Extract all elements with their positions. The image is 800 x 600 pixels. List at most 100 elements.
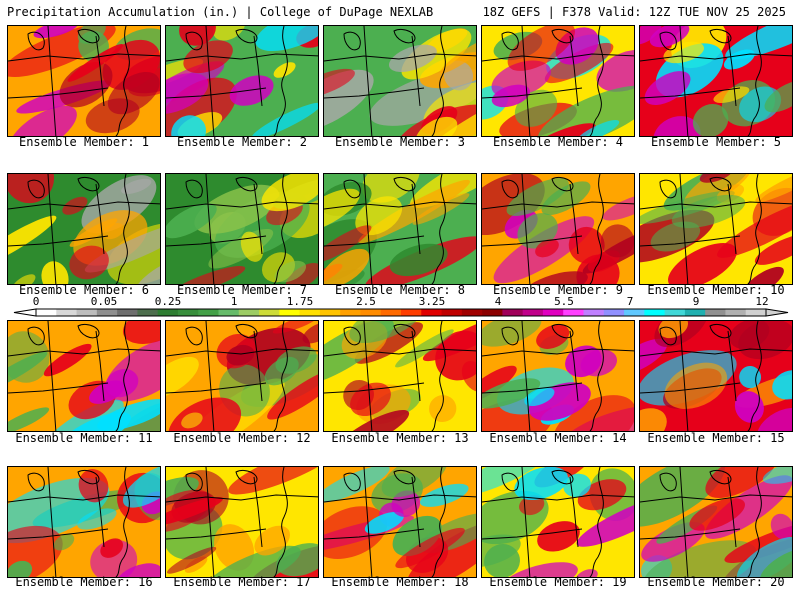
precip-contour — [274, 260, 307, 283]
map-border — [589, 174, 604, 284]
ensemble-member-map — [639, 173, 793, 285]
map-border — [47, 26, 57, 136]
map-border — [115, 321, 130, 431]
colorbar-tick-label: 0.25 — [154, 295, 182, 308]
map-border — [569, 476, 579, 548]
precip-contour — [395, 527, 465, 569]
precip-contour — [166, 497, 224, 527]
colorbar-swatch — [624, 309, 645, 316]
map-border — [47, 467, 57, 577]
map-border — [324, 201, 476, 210]
map-border — [482, 87, 583, 99]
precip-contour — [576, 120, 620, 136]
precip-contour — [500, 562, 578, 577]
ensemble-member-label: Ensemble Member: 16 — [15, 575, 153, 589]
map-border — [324, 87, 425, 99]
map-border — [8, 87, 109, 99]
colorbar-tick-label: 9 — [692, 295, 700, 308]
colorbar-swatch — [198, 309, 219, 316]
precip-contour — [756, 407, 792, 431]
precip-contour — [100, 538, 124, 558]
map-border — [185, 326, 203, 346]
precip-contour — [755, 174, 792, 203]
ensemble-member-label: Ensemble Member: 9 — [492, 283, 624, 297]
ensemble-member-label: Ensemble Member: 7 — [176, 283, 308, 297]
map-border — [482, 235, 583, 247]
map-border — [115, 26, 130, 136]
ensemble-member-map — [639, 466, 793, 578]
map-border — [659, 31, 677, 51]
map-border — [95, 476, 105, 548]
map-border — [8, 201, 160, 210]
precip-contour — [171, 115, 206, 136]
colorbar-swatch — [279, 309, 301, 316]
precip-contour — [166, 203, 217, 239]
precip-contour — [536, 324, 570, 349]
map-border — [551, 176, 574, 192]
map-border — [343, 326, 361, 346]
precip-contour — [194, 184, 280, 234]
map-border — [431, 174, 446, 284]
precip-contour — [737, 536, 792, 577]
map-border — [205, 467, 215, 577]
precip-contour — [69, 245, 109, 280]
ensemble-member-label: Ensemble Member: 5 — [650, 135, 782, 149]
precip-contour — [482, 321, 542, 347]
precip-contour — [53, 533, 75, 551]
map-border — [166, 528, 267, 540]
map-border — [569, 330, 579, 402]
map-border — [324, 53, 476, 62]
precip-contour — [524, 387, 555, 407]
map-border — [95, 35, 105, 107]
precip-contour — [717, 199, 792, 258]
ensemble-member-map — [165, 466, 319, 578]
colorbar-swatch — [137, 309, 159, 316]
precip-contour — [388, 44, 437, 72]
colorbar-swatch — [725, 309, 747, 316]
map-border — [709, 28, 732, 44]
precip-contour — [650, 221, 701, 252]
map-border — [185, 31, 203, 51]
precip-contour — [668, 242, 737, 284]
map-border — [709, 176, 732, 192]
map-border — [679, 174, 689, 284]
precip-contour — [764, 80, 792, 113]
map-border — [569, 183, 579, 255]
map-border — [521, 174, 531, 284]
map-border — [27, 472, 45, 492]
precip-contour — [742, 266, 784, 284]
map-border — [393, 323, 416, 339]
model-valid-time: 18Z GEFS | F378 Valid: 12Z TUE NOV 25 20… — [482, 5, 786, 19]
map-border — [95, 183, 105, 255]
colorbar-swatch — [401, 309, 422, 316]
map-border — [185, 472, 203, 492]
ensemble-member-map — [481, 173, 635, 285]
precip-contour — [8, 525, 63, 577]
colorbar-min-arrow — [13, 308, 37, 317]
precip-contour — [167, 546, 217, 574]
colorbar-swatch — [238, 309, 260, 316]
ensemble-member-map — [165, 320, 319, 432]
precip-contour — [596, 49, 634, 92]
precip-contour — [8, 560, 33, 577]
colorbar-swatch — [502, 309, 524, 316]
precip-contour — [663, 41, 705, 64]
map-border — [253, 183, 263, 255]
map-border — [77, 323, 100, 339]
map-border — [501, 31, 519, 51]
precip-contour — [113, 402, 160, 431]
precip-contour — [640, 26, 662, 45]
map-border — [324, 528, 425, 540]
precip-contour — [302, 322, 318, 344]
colorbar-swatch — [299, 309, 321, 316]
map-border — [363, 321, 373, 431]
map-border — [640, 528, 741, 540]
precip-contour — [122, 467, 160, 508]
colorbar-scale — [13, 308, 789, 317]
map-border — [482, 201, 634, 210]
map-border — [482, 348, 634, 357]
precip-contour — [324, 188, 360, 232]
ensemble-member-label: Ensemble Member: 14 — [489, 431, 627, 445]
map-border — [235, 176, 258, 192]
map-border — [166, 235, 267, 247]
